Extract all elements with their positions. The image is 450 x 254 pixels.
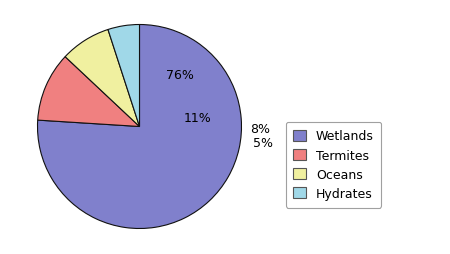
Text: 8%: 8% — [250, 123, 270, 136]
Text: 76%: 76% — [166, 69, 194, 82]
Text: 11%: 11% — [184, 112, 212, 125]
Text: 5%: 5% — [253, 137, 273, 150]
Wedge shape — [38, 57, 140, 127]
Wedge shape — [65, 30, 140, 127]
Legend: Wetlands, Termites, Oceans, Hydrates: Wetlands, Termites, Oceans, Hydrates — [286, 122, 381, 208]
Wedge shape — [108, 25, 140, 127]
Wedge shape — [37, 25, 242, 229]
